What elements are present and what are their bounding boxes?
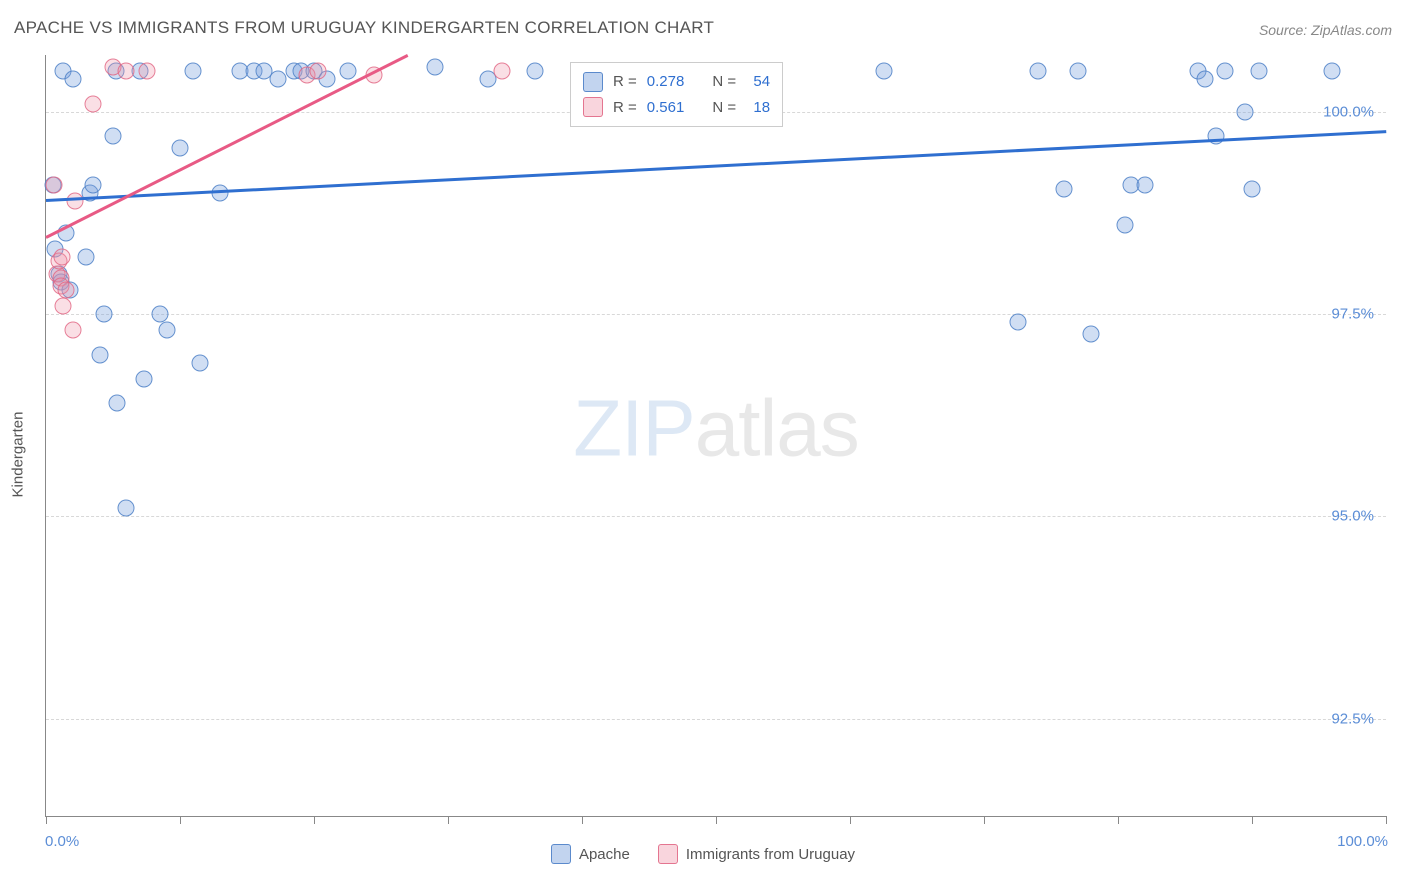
marker-pink (46, 176, 63, 193)
x-tick (1252, 816, 1253, 824)
bottom-legend-item: Immigrants from Uruguay (658, 844, 855, 864)
legend-swatch-blue (551, 844, 571, 864)
marker-blue (339, 63, 356, 80)
y-axis-label: Kindergarten (10, 412, 27, 498)
marker-blue (109, 395, 126, 412)
plot-area: ZIPatlas 92.5% 95.0% 97.5% 100.0% (45, 55, 1386, 817)
bottom-legend-label: Immigrants from Uruguay (686, 846, 855, 863)
marker-blue (192, 354, 209, 371)
legend-n-label: N = (712, 69, 736, 95)
x-tick (1386, 816, 1387, 824)
chart-container: APACHE VS IMMIGRANTS FROM URUGUAY KINDER… (0, 0, 1406, 892)
marker-pink (55, 297, 72, 314)
marker-blue (875, 63, 892, 80)
marker-blue (1197, 71, 1214, 88)
marker-blue (1009, 314, 1026, 331)
marker-pink (138, 63, 155, 80)
legend-swatch-pink (658, 844, 678, 864)
x-tick (850, 816, 851, 824)
marker-blue (118, 500, 135, 517)
x-tick (448, 816, 449, 824)
x-tick (984, 816, 985, 824)
marker-blue (95, 306, 112, 323)
marker-blue (105, 127, 122, 144)
marker-blue (1217, 63, 1234, 80)
legend-n-value: 54 (746, 69, 770, 95)
chart-title: APACHE VS IMMIGRANTS FROM URUGUAY KINDER… (14, 18, 714, 38)
marker-blue (1056, 180, 1073, 197)
watermark: ZIPatlas (573, 382, 858, 474)
trendline-blue (46, 130, 1386, 202)
marker-blue (426, 59, 443, 76)
gridline (46, 516, 1386, 517)
marker-blue (1116, 217, 1133, 234)
legend-swatch-pink (583, 97, 603, 117)
marker-pink (58, 281, 75, 298)
bottom-legend-item: Apache (551, 844, 630, 864)
marker-blue (1069, 63, 1086, 80)
x-tick (1118, 816, 1119, 824)
y-tick-label: 97.5% (1331, 306, 1374, 323)
stats-legend: R = 0.278 N = 54 R = 0.561 N = 18 (570, 62, 783, 127)
x-tick-label-right: 100.0% (1337, 833, 1388, 850)
marker-pink (54, 249, 71, 266)
marker-blue (269, 71, 286, 88)
marker-blue (1250, 63, 1267, 80)
marker-pink (64, 322, 81, 339)
bottom-legend-label: Apache (579, 846, 630, 863)
watermark-light: atlas (695, 383, 859, 472)
y-tick-label: 95.0% (1331, 508, 1374, 525)
marker-blue (527, 63, 544, 80)
marker-blue (1244, 180, 1261, 197)
marker-blue (185, 63, 202, 80)
marker-pink (118, 63, 135, 80)
marker-blue (78, 249, 95, 266)
marker-pink (310, 63, 327, 80)
y-tick-label: 92.5% (1331, 710, 1374, 727)
marker-blue (172, 140, 189, 157)
trendline-pink (45, 54, 408, 239)
marker-blue (158, 322, 175, 339)
marker-pink (493, 63, 510, 80)
marker-blue (84, 176, 101, 193)
marker-blue (1237, 103, 1254, 120)
legend-row: R = 0.561 N = 18 (583, 95, 770, 121)
marker-blue (1083, 326, 1100, 343)
watermark-bold: ZIP (573, 383, 694, 472)
legend-n-value: 18 (746, 95, 770, 121)
x-tick (716, 816, 717, 824)
marker-blue (64, 71, 81, 88)
legend-r-value: 0.561 (647, 95, 685, 121)
x-tick (314, 816, 315, 824)
legend-n-label: N = (712, 95, 736, 121)
legend-r-label: R = (613, 69, 637, 95)
legend-r-value: 0.278 (647, 69, 685, 95)
series-legend: Apache Immigrants from Uruguay (0, 844, 1406, 864)
marker-pink (84, 95, 101, 112)
x-tick (46, 816, 47, 824)
marker-blue (91, 346, 108, 363)
legend-swatch-blue (583, 72, 603, 92)
x-tick (582, 816, 583, 824)
gridline (46, 719, 1386, 720)
legend-row: R = 0.278 N = 54 (583, 69, 770, 95)
marker-blue (151, 306, 168, 323)
legend-r-label: R = (613, 95, 637, 121)
marker-blue (1029, 63, 1046, 80)
y-tick-label: 100.0% (1323, 103, 1374, 120)
gridline (46, 314, 1386, 315)
marker-blue (1136, 176, 1153, 193)
x-tick (180, 816, 181, 824)
source-label: Source: ZipAtlas.com (1259, 22, 1392, 38)
x-tick-label-left: 0.0% (45, 833, 79, 850)
marker-blue (135, 370, 152, 387)
marker-blue (1324, 63, 1341, 80)
